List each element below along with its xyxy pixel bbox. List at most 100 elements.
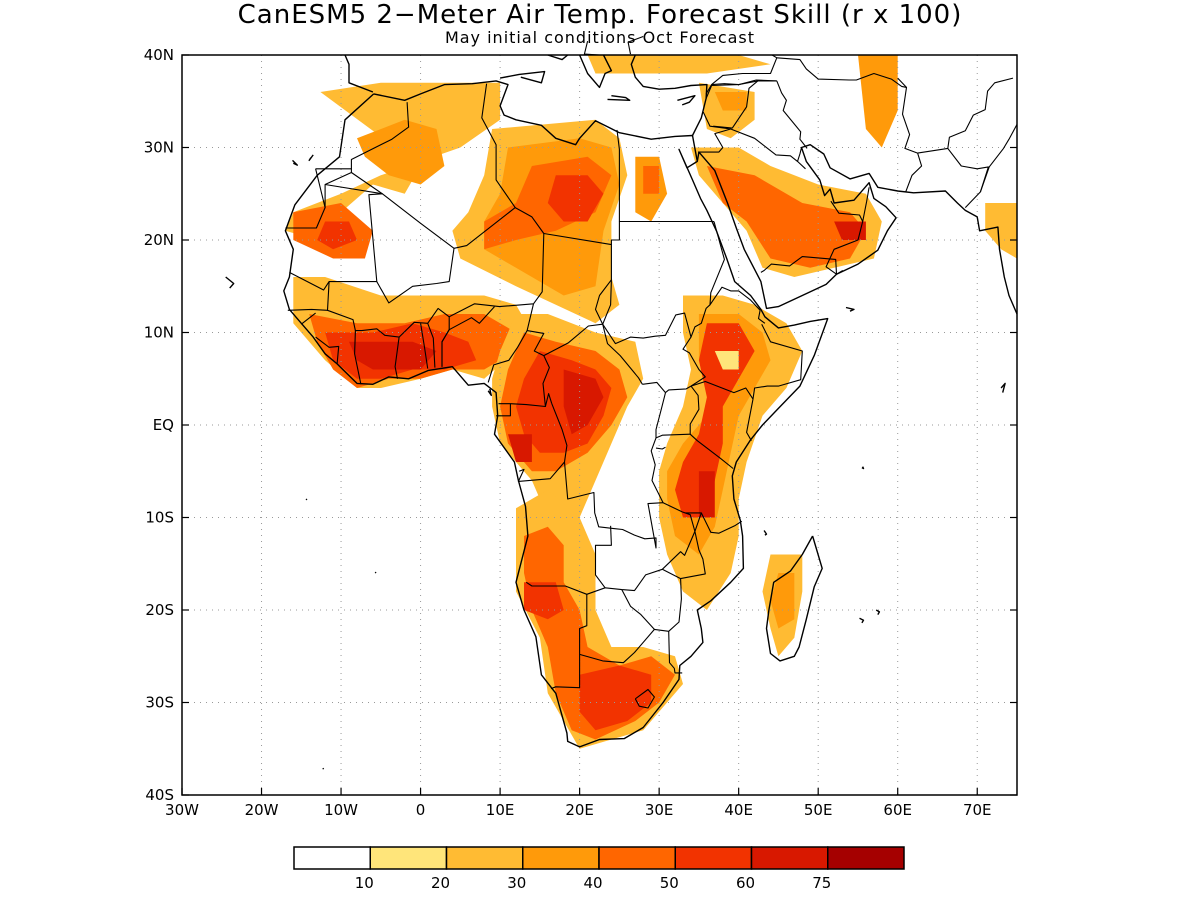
- skill-region: [579, 665, 652, 731]
- coastline: [1000, 382, 1006, 393]
- coastline: [308, 154, 314, 162]
- country-border: [420, 323, 429, 369]
- skill-region: [285, 82, 501, 240]
- country-border: [650, 437, 702, 532]
- skill-region: [675, 323, 755, 518]
- country-border: [602, 279, 612, 325]
- legend-label: 10: [355, 874, 374, 892]
- skill-region: [714, 92, 747, 111]
- lat-tick-label: 30S: [145, 694, 174, 712]
- country-border: [655, 446, 666, 450]
- coastlines-layer: [225, 54, 1018, 770]
- legend-swatch: [598, 846, 676, 870]
- lon-tick-label: 10E: [486, 801, 515, 819]
- coastline: [861, 466, 865, 470]
- country-border: [825, 221, 864, 275]
- lat-tick-label: 40N: [144, 46, 174, 64]
- coastline: [763, 530, 768, 536]
- lon-tick-label: 20E: [565, 801, 594, 819]
- country-border: [668, 631, 683, 674]
- coastline: [225, 276, 235, 289]
- country-border: [376, 248, 455, 304]
- skill-region: [714, 351, 739, 370]
- legend-label: 40: [583, 874, 602, 892]
- coastline: [845, 306, 855, 312]
- country-border: [627, 35, 644, 55]
- coastline: [322, 767, 325, 770]
- lat-tick-label: 40S: [145, 786, 174, 804]
- country-border: [642, 381, 692, 394]
- lon-tick-label: 60E: [883, 801, 912, 819]
- country-border: [300, 312, 316, 325]
- map-title: CanESM5 2−Meter Air Temp. Forecast Skill…: [237, 0, 963, 30]
- legend-swatch: [827, 846, 905, 870]
- country-border: [605, 531, 696, 592]
- coastline: [283, 80, 829, 748]
- skill-region: [524, 582, 564, 620]
- coastline: [344, 54, 374, 93]
- country-border: [655, 392, 691, 439]
- skill-region: [643, 166, 660, 194]
- legend-swatch: [369, 846, 448, 870]
- country-border: [713, 80, 759, 129]
- skill-region: [858, 55, 898, 148]
- coastline: [374, 571, 377, 574]
- coastline: [696, 143, 1018, 315]
- lat-tick-label: 10N: [144, 324, 174, 342]
- country-border: [830, 200, 864, 222]
- country-border: [543, 323, 643, 385]
- legend-swatch: [674, 846, 753, 870]
- country-border: [543, 232, 612, 325]
- country-border: [862, 187, 870, 222]
- skill-region: [563, 369, 604, 435]
- country-border: [776, 57, 907, 88]
- country-border: [427, 323, 436, 368]
- country-border: [709, 221, 761, 311]
- coastline: [607, 95, 631, 102]
- coastline: [292, 159, 298, 166]
- country-border: [776, 80, 808, 149]
- country-border: [702, 111, 803, 162]
- country-border: [394, 337, 400, 379]
- lon-tick-label: 20W: [245, 801, 279, 819]
- lat-tick-label: 20S: [145, 601, 174, 619]
- legend-swatch: [445, 846, 524, 870]
- country-border: [616, 129, 620, 222]
- coastline: [487, 388, 492, 397]
- country-border: [441, 306, 495, 367]
- country-border: [680, 531, 706, 580]
- skill-region: [357, 119, 445, 185]
- skill-region: [834, 221, 866, 240]
- country-border: [487, 303, 535, 383]
- country-border: [979, 124, 1018, 193]
- skill-region: [349, 341, 437, 370]
- country-border: [498, 393, 553, 408]
- country-border: [690, 380, 754, 400]
- country-border: [610, 220, 714, 245]
- country-border: [315, 336, 340, 364]
- lon-tick-label: 40E: [724, 801, 753, 819]
- coastline: [630, 54, 708, 136]
- skill-region: [706, 166, 866, 268]
- skill-shading-layer: [285, 55, 1017, 749]
- skill-region: [587, 55, 771, 74]
- coastline: [499, 70, 546, 84]
- country-border: [563, 461, 664, 549]
- lon-tick-label: 70E: [963, 801, 992, 819]
- coastline: [765, 535, 823, 662]
- lat-tick-label: 20N: [144, 231, 174, 249]
- legend-swatch: [750, 846, 829, 870]
- coastline: [859, 617, 865, 624]
- country-border: [760, 256, 838, 275]
- lat-tick-label: EQ: [153, 416, 174, 434]
- country-border: [947, 148, 989, 208]
- country-border: [700, 512, 743, 534]
- color-legend: 10 20 30 40 50 60 75: [293, 846, 905, 892]
- country-border: [287, 308, 328, 311]
- country-border: [634, 688, 655, 709]
- country-border: [897, 77, 923, 193]
- legend-swatch: [522, 846, 600, 870]
- country-border: [517, 403, 568, 482]
- skill-region: [770, 573, 795, 629]
